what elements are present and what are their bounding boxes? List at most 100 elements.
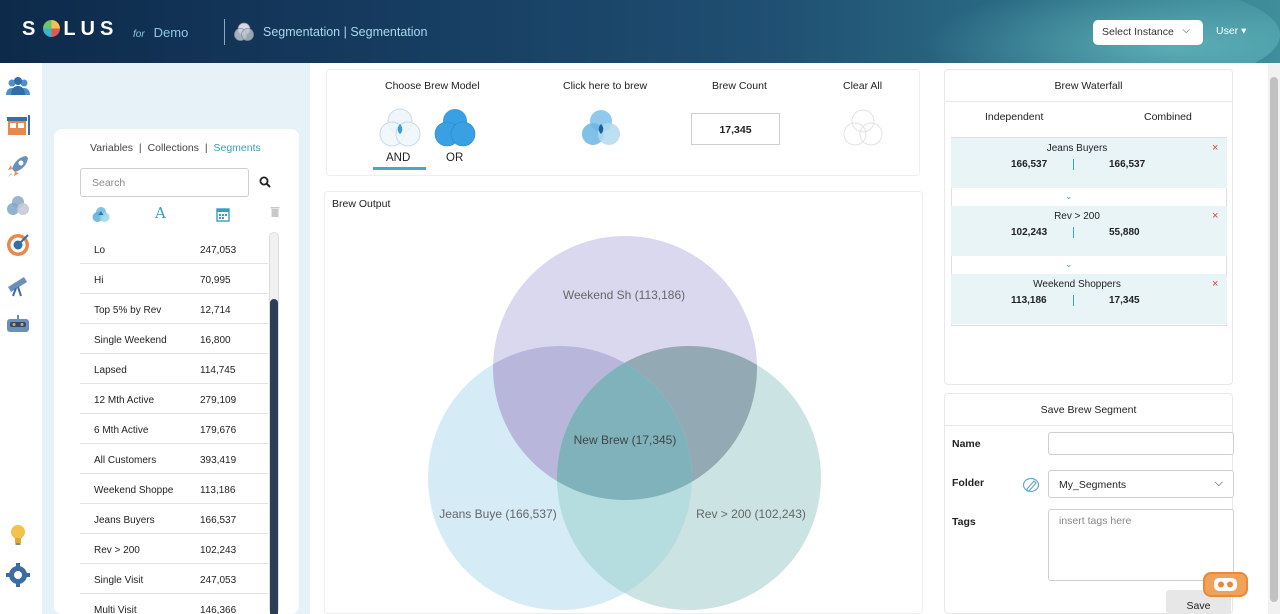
robot-icon[interactable] (4, 311, 32, 339)
waterfall-step: Rev > 200 102,243 55,880 × (951, 206, 1227, 256)
solus-logo[interactable]: S LUS (22, 18, 119, 40)
folder-label: Folder (952, 477, 985, 489)
waterfall-step-name: Jeans Buyers (1046, 143, 1108, 154)
save-brew-segment-panel: Save Brew Segment Name Folder My_Segment… (944, 393, 1234, 614)
segment-count: 146,366 (200, 605, 237, 614)
segment-name: 12 Mth Active (94, 395, 155, 406)
waterfall-step: Jeans Buyers 166,537 166,537 × (951, 138, 1227, 188)
tab-segments[interactable]: Segments (213, 142, 261, 154)
or-label[interactable]: OR (446, 152, 464, 164)
segment-tabs: Variables | Collections | Segments (90, 142, 264, 154)
waterfall-step-independent: 102,243 (1011, 227, 1048, 238)
and-label[interactable]: AND (386, 152, 411, 164)
segment-type-icon[interactable] (92, 206, 110, 224)
segment-list-item[interactable]: Multi Visit 146,366 (80, 594, 268, 614)
segment-list-item[interactable]: Lo 247,053 (80, 234, 268, 264)
tags-input[interactable]: insert tags here (1048, 509, 1234, 581)
segment-list-scrollbar[interactable] (269, 232, 279, 614)
waterfall-step-independent: 166,537 (1011, 159, 1048, 170)
store-icon[interactable] (4, 111, 32, 139)
choose-model-label: Choose Brew Model (385, 80, 480, 92)
segment-list-item[interactable]: Lapsed 114,745 (80, 354, 268, 384)
user-menu[interactable]: User ▾ (1216, 25, 1247, 37)
segment-list-item[interactable]: Jeans Buyers 166,537 (80, 504, 268, 534)
chatbot-icon[interactable] (1203, 572, 1248, 597)
segment-count: 113,186 (200, 485, 236, 496)
segment-count: 166,537 (200, 515, 237, 526)
remove-step-icon[interactable]: × (1212, 142, 1219, 154)
clear-all-icon[interactable] (841, 107, 885, 151)
brew-controls: Choose Brew Model Click here to brew Bre… (326, 69, 920, 176)
folder-select[interactable]: My_Segments ⌵ (1048, 470, 1234, 498)
calendar-icon[interactable] (216, 206, 230, 222)
segment-count: 12,714 (200, 305, 231, 316)
and-model-icon[interactable] (378, 106, 422, 150)
select-instance-dropdown[interactable]: Select Instance ⌵ (1093, 20, 1203, 45)
search-icon[interactable] (259, 176, 271, 188)
waterfall-step: Weekend Shoppers 113,186 17,345 × (951, 274, 1227, 324)
customers-icon[interactable] (4, 73, 32, 101)
segment-list-item[interactable]: Weekend Shoppe 113,186 (80, 474, 268, 504)
edit-folder-icon[interactable] (1022, 477, 1040, 493)
chevron-down-icon: ⌵ (1182, 25, 1190, 36)
chevron-down-icon: ⌄ (1065, 259, 1073, 269)
segment-name: Single Weekend (94, 335, 167, 346)
delete-icon[interactable] (270, 206, 280, 218)
page-scrollbar-thumb[interactable] (1270, 77, 1278, 602)
waterfall-step-divider (1073, 159, 1074, 170)
segment-name: Top 5% by Rev (94, 305, 162, 316)
brew-output-panel: Brew Output Weekend Sh (113,186) Jeans B… (324, 191, 923, 614)
waterfall-step-combined: 17,345 (1109, 295, 1140, 306)
tab-collections[interactable]: Collections (147, 142, 199, 154)
venn-label-center: New Brew (17,345) (574, 433, 677, 447)
segment-list-item[interactable]: Rev > 200 102,243 (80, 534, 268, 564)
click-to-brew-label: Click here to brew (563, 80, 648, 92)
select-instance-label: Select Instance (1102, 26, 1174, 38)
segmentation-nav-icon[interactable] (4, 192, 32, 220)
lightbulb-icon[interactable] (4, 521, 32, 549)
segment-list-item[interactable]: 6 Mth Active 179,676 (80, 414, 268, 444)
segment-count: 393,419 (200, 455, 237, 466)
segment-name: Weekend Shoppe (94, 485, 174, 496)
sort-alphabetical-icon[interactable]: A (155, 204, 166, 222)
segment-name-input[interactable] (1048, 432, 1234, 455)
waterfall-title: Brew Waterfall (945, 70, 1232, 102)
segment-count: 247,053 (200, 575, 237, 586)
side-nav (0, 63, 42, 614)
settings-gear-icon[interactable] (4, 561, 32, 589)
brew-button-icon[interactable] (579, 107, 623, 151)
segment-search-input[interactable]: Search (80, 168, 249, 197)
or-model-icon[interactable] (433, 106, 477, 150)
save-panel-title: Save Brew Segment (945, 394, 1232, 426)
target-icon[interactable] (4, 231, 32, 259)
segment-count: 16,800 (200, 335, 231, 346)
segment-count: 179,676 (200, 425, 237, 436)
segment-list-item[interactable]: Single Visit 247,053 (80, 564, 268, 594)
segment-name: 6 Mth Active (94, 425, 149, 436)
waterfall-combined-label: Combined (1144, 111, 1192, 123)
rocket-icon[interactable] (4, 152, 32, 180)
page-scrollbar[interactable] (1268, 63, 1280, 614)
segment-list-item[interactable]: 12 Mth Active 279,109 (80, 384, 268, 414)
venn-center-region[interactable] (557, 346, 821, 610)
waterfall-step-name: Weekend Shoppers (1033, 279, 1121, 290)
telescope-icon[interactable] (4, 271, 32, 299)
app-header: S LUS for Demo Segmentation | Segmentation… (0, 0, 1280, 63)
segment-list-item[interactable]: Single Weekend 16,800 (80, 324, 268, 354)
segment-name: Hi (94, 275, 104, 286)
segment-list-item[interactable]: Hi 70,995 (80, 264, 268, 294)
waterfall-step-divider (1073, 227, 1074, 238)
venn-diagram: Weekend Sh (113,186) Jeans Buye (166,537… (428, 236, 821, 610)
page-title: Segmentation | Segmentation (263, 25, 428, 39)
remove-step-icon[interactable]: × (1212, 210, 1219, 222)
segment-list-item[interactable]: All Customers 393,419 (80, 444, 268, 474)
venn-label-right: Rev > 200 (102,243) (696, 507, 806, 521)
for-label: for (133, 29, 145, 40)
scrollbar-thumb[interactable] (270, 299, 278, 614)
segment-list-item[interactable]: Top 5% by Rev 12,714 (80, 294, 268, 324)
venn-label-left: Jeans Buye (166,537) (439, 507, 556, 521)
waterfall-step-name: Rev > 200 (1054, 211, 1100, 222)
remove-step-icon[interactable]: × (1212, 278, 1219, 290)
waterfall-step-combined: 166,537 (1109, 159, 1146, 170)
tab-variables[interactable]: Variables (90, 142, 133, 154)
